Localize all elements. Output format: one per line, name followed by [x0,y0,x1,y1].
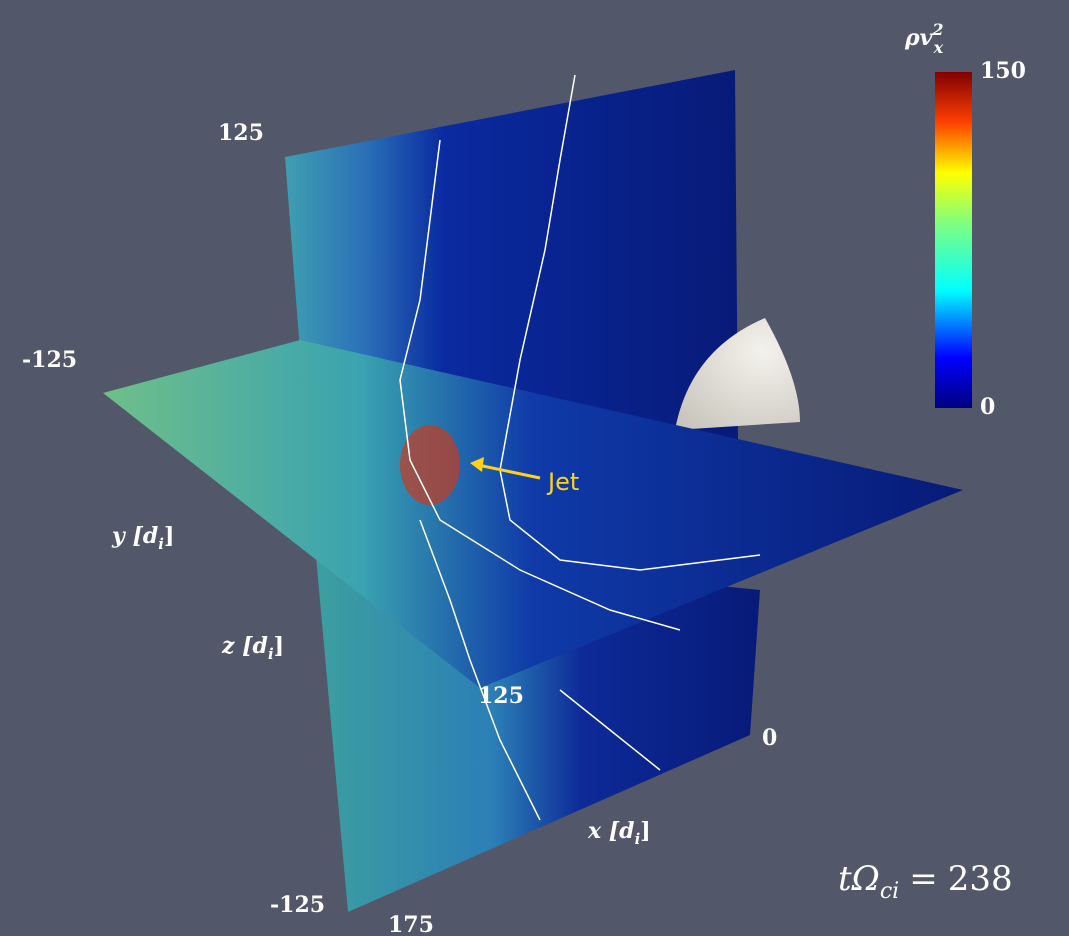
colorbar-tick-label: 0 [980,394,995,420]
hotspot [400,425,460,505]
annotation: Jet [546,468,579,496]
axis-label: x [di] [587,818,651,848]
colorbar-tick-label: 150 [980,58,1026,84]
visualization: Jet ρv2x 150 0 125 -125 125 0 -125 175 y … [0,0,1069,936]
time-label: tΩci=238 [838,859,1013,904]
axis-label: y [di] [111,523,174,553]
tick-label: 0 [762,725,777,751]
colorbar [935,72,972,408]
tick-label: 125 [478,683,524,709]
tick-label: -125 [22,347,77,373]
axis-label: z [di] [221,633,284,663]
tick-label: -125 [270,892,325,918]
tick-label: 175 [388,912,434,936]
tick-label: 125 [218,120,264,146]
